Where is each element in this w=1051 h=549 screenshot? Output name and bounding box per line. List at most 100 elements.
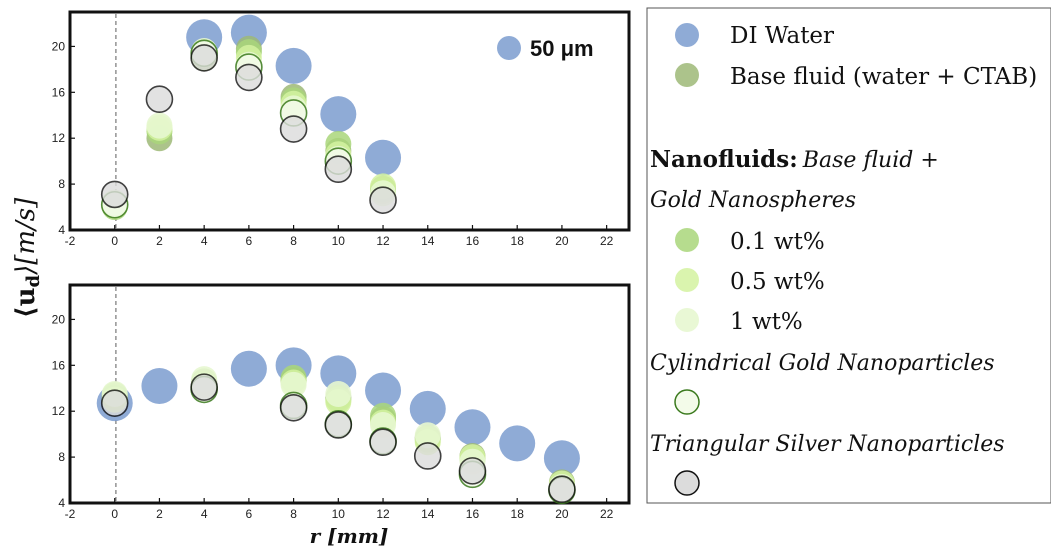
point-bottom-tri-5 — [413, 442, 442, 470]
x-tick-label-top-8: 8 — [290, 234, 297, 248]
bottom-marks — [96, 347, 580, 505]
x-tick-label-top-16: 16 — [466, 234, 480, 248]
point-top-di-4 — [365, 139, 402, 176]
legend-label-base: Base fluid (water + CTAB) — [730, 64, 1037, 90]
x-tick-label-bottom-22: 22 — [600, 507, 614, 521]
legend-nanofluids-line1: Nanofluids: Base fluid + — [650, 146, 939, 173]
x-tick-label-top-6: 6 — [246, 234, 253, 248]
x-tick-label-bottom-2: 2 — [156, 507, 163, 521]
x-tick-label-bottom-4: 4 — [201, 507, 208, 521]
legend-label-w1: 1 wt% — [730, 309, 803, 335]
legend-gold-nanospheres: Gold Nanospheres — [650, 188, 856, 213]
point-top-w1-1 — [146, 112, 173, 139]
point-top-di-3 — [320, 96, 357, 133]
point-bottom-di-2 — [230, 350, 267, 387]
x-tick-label-top-20: 20 — [555, 234, 569, 248]
point-top-tri-5 — [324, 155, 353, 183]
y-tick-label-bottom-12: 12 — [52, 404, 66, 418]
x-tick-label-top-22: 22 — [600, 234, 614, 248]
point-top-tri-3 — [235, 63, 263, 92]
x-tick-label-bottom--2: -2 — [65, 507, 76, 521]
y-tick-label-top-20: 20 — [52, 39, 66, 53]
legend-marker-di — [675, 23, 699, 47]
point-bottom-di-8 — [499, 425, 536, 462]
x-tick-label-top-18: 18 — [511, 234, 525, 248]
y-axis-label-sub: d — [23, 274, 44, 287]
x-tick-label-top-12: 12 — [376, 234, 390, 248]
x-tick-label-bottom-12: 12 — [376, 507, 390, 521]
x-tick-label-bottom-20: 20 — [555, 507, 569, 521]
point-bottom-tri-2 — [279, 393, 308, 422]
y-tick-label-bottom-16: 16 — [52, 358, 66, 372]
point-bottom-di-4 — [320, 355, 357, 392]
legend-frame — [646, 7, 1051, 504]
bottom-panel: -2 0 2 4 6 8 10 12 14 16 18 20 22 4 8 12 16 20 — [52, 283, 631, 521]
y-tick-label-bottom-4: 4 — [58, 496, 65, 510]
legend-label-w01: 0.1 wt% — [730, 229, 825, 255]
x-tick-label-bottom-10: 10 — [332, 507, 346, 521]
point-bottom-di-5 — [365, 372, 402, 409]
legend-marker-base — [675, 63, 699, 87]
legend-cylindrical: Cylindrical Gold Nanoparticles — [650, 351, 995, 376]
top-panel: -2 0 2 4 6 8 10 12 14 16 18 20 22 4 8 12 16 20 50 μm — [52, 10, 631, 248]
bottom-plot-frame — [68, 283, 631, 505]
x-tick-label-top-0: 0 — [111, 234, 118, 248]
legend-marker-w01 — [675, 228, 699, 252]
y-axis-label-rest: ⟩[m/s] — [11, 197, 41, 276]
point-top-tri-2 — [190, 44, 218, 72]
annotation-label: 50 μm — [530, 36, 594, 61]
y-axis-label-text: ⟨ud⟩[m/s] — [11, 197, 44, 318]
y-axis-label: ⟨ud⟩[m/s] — [11, 197, 44, 318]
x-tick-label-bottom-0: 0 — [111, 507, 118, 521]
point-bottom-tri-7 — [548, 475, 576, 504]
x-tick-label-top-10: 10 — [332, 234, 346, 248]
x-tick-label-top-4: 4 — [201, 234, 208, 248]
legend-marker-w1 — [675, 308, 699, 332]
legend-label-di: DI Water — [730, 23, 834, 49]
legend-marker-cyl — [674, 389, 700, 415]
x-tick-label-bottom-18: 18 — [511, 507, 525, 521]
annotation-50um: 50 μm — [497, 36, 594, 61]
x-axis-label: r [mm] — [310, 524, 389, 548]
y-tick-label-top-16: 16 — [52, 85, 66, 99]
legend-marker-w05 — [675, 268, 699, 292]
point-bottom-di-6 — [409, 390, 446, 427]
y-tick-label-bottom-8: 8 — [58, 450, 65, 464]
point-bottom-tri-4 — [369, 428, 397, 456]
y-axis-label-main: ⟨u — [11, 287, 41, 318]
legend-marker-tri — [674, 470, 700, 496]
point-bottom-di-7 — [454, 409, 491, 446]
point-top-tri-6 — [369, 186, 397, 214]
x-tick-label-bottom-16: 16 — [466, 507, 480, 521]
legend-nanofluids-italic: Base fluid + — [802, 148, 939, 173]
bottom-ticks: -2 0 2 4 6 8 10 12 14 16 18 20 22 4 8 12 16 20 — [52, 312, 614, 521]
y-tick-label-bottom-20: 20 — [52, 312, 66, 326]
top-marks — [100, 14, 402, 221]
legend: DI Water Base fluid (water + CTAB) Nanof… — [646, 7, 1051, 504]
point-bottom-tri-0 — [100, 389, 129, 417]
legend-triangular: Triangular Silver Nanoparticles — [650, 432, 1005, 457]
point-bottom-di-9 — [543, 440, 580, 477]
point-top-tri-4 — [279, 115, 308, 143]
point-bottom-tri-1 — [190, 373, 218, 401]
top-ticks: -2 0 2 4 6 8 10 12 14 16 18 20 22 4 8 12 16 20 — [52, 39, 614, 248]
x-tick-label-top-2: 2 — [156, 234, 163, 248]
legend-label-w05: 0.5 wt% — [730, 269, 825, 295]
point-top-tri-1 — [145, 85, 174, 113]
annotation-marker — [497, 36, 521, 60]
x-tick-label-top--2: -2 — [65, 234, 76, 248]
legend-nanofluids-bold: Nanofluids: — [650, 146, 798, 173]
y-tick-label-top-8: 8 — [58, 177, 65, 191]
x-tick-label-bottom-14: 14 — [421, 507, 435, 521]
point-bottom-di-1 — [141, 367, 178, 404]
point-bottom-w1-3 — [325, 381, 352, 407]
point-bottom-tri-6 — [458, 457, 487, 485]
top-plot-frame — [68, 10, 631, 232]
point-bottom-tri-3 — [324, 411, 353, 439]
x-tick-label-bottom-6: 6 — [246, 507, 253, 521]
point-bottom-w1-5 — [414, 422, 441, 449]
x-tick-label-top-14: 14 — [421, 234, 435, 248]
y-tick-label-top-12: 12 — [52, 131, 66, 145]
point-top-tri-0 — [100, 180, 129, 209]
